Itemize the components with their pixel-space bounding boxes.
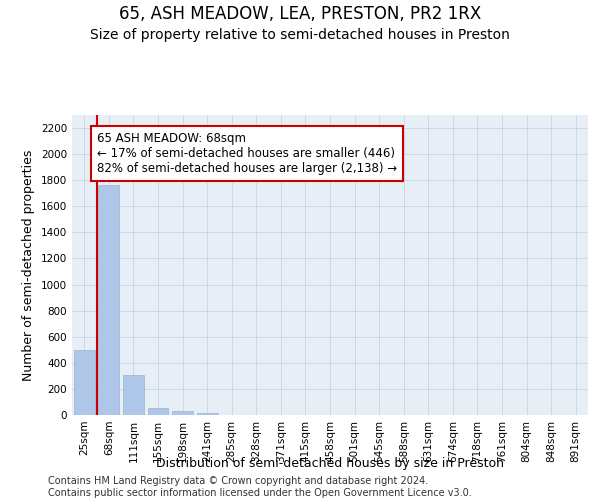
Text: 65, ASH MEADOW, LEA, PRESTON, PR2 1RX: 65, ASH MEADOW, LEA, PRESTON, PR2 1RX — [119, 5, 481, 23]
Bar — [172, 412, 193, 415]
Bar — [148, 408, 169, 415]
Bar — [74, 350, 95, 415]
Bar — [98, 185, 119, 415]
Text: Contains HM Land Registry data © Crown copyright and database right 2024.
Contai: Contains HM Land Registry data © Crown c… — [48, 476, 472, 498]
Text: 65 ASH MEADOW: 68sqm
← 17% of semi-detached houses are smaller (446)
82% of semi: 65 ASH MEADOW: 68sqm ← 17% of semi-detac… — [97, 132, 397, 175]
Bar — [197, 412, 218, 415]
Text: Size of property relative to semi-detached houses in Preston: Size of property relative to semi-detach… — [90, 28, 510, 42]
Y-axis label: Number of semi-detached properties: Number of semi-detached properties — [22, 150, 35, 380]
Bar — [123, 375, 144, 415]
Text: Distribution of semi-detached houses by size in Preston: Distribution of semi-detached houses by … — [156, 458, 504, 470]
